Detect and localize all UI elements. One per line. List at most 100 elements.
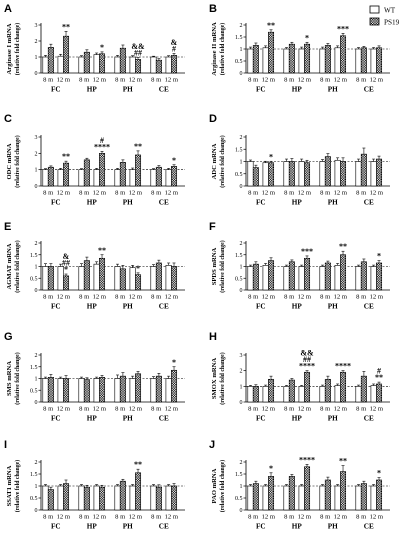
panel-label-g: G bbox=[4, 331, 13, 343]
x-group-label-h: FC bbox=[256, 415, 266, 423]
x-sublabel-b: 12 m bbox=[262, 77, 276, 84]
x-sublabel-f: 8 m bbox=[320, 294, 331, 301]
bar-ps19-e bbox=[47, 266, 54, 291]
y-tick-label-d: 1 bbox=[240, 160, 243, 166]
x-sublabel-h: 12 m bbox=[334, 406, 348, 413]
y-axis-sublabel-g: (relative fold change) bbox=[14, 352, 21, 404]
bar-ps19-h bbox=[288, 379, 295, 403]
x-sublabel-i: 12 m bbox=[57, 514, 71, 521]
bar-ps19-h bbox=[268, 378, 275, 403]
significance-label-e: * bbox=[64, 265, 68, 274]
panel-label-a: A bbox=[4, 3, 12, 15]
y-axis-label-j: PAO mRNA bbox=[211, 468, 218, 503]
bar-ps19-h bbox=[376, 383, 383, 403]
panel-label-h: H bbox=[209, 331, 217, 343]
x-sublabel-g: 12 m bbox=[57, 406, 71, 413]
x-sublabel-a: 8 m bbox=[79, 77, 90, 84]
x-sublabel-h: 12 m bbox=[370, 406, 384, 413]
bar-wt-j bbox=[355, 485, 362, 511]
panel-i: I SSAT1 mRNA (relative fold change) 0 0.5 1 1.… bbox=[4, 439, 185, 531]
panel-a: A Arginase I mRNA (relative fold change) 0 1… bbox=[4, 3, 185, 94]
x-sublabel-g: 8 m bbox=[115, 406, 126, 413]
x-sublabel-i: 8 m bbox=[43, 514, 54, 521]
x-group-label-a: PH bbox=[123, 86, 133, 94]
bar-ps19-f bbox=[268, 260, 275, 291]
y-tick-label-i: 0.5 bbox=[30, 496, 38, 502]
y-tick-label-d: 0 bbox=[240, 184, 243, 190]
x-group-label-j: HP bbox=[292, 523, 303, 531]
y-axis-sublabel-d: (relative fold change) bbox=[219, 135, 226, 187]
y-axis-sublabel-i: (relative fold change) bbox=[14, 460, 21, 512]
x-sublabel-h: 12 m bbox=[298, 406, 312, 413]
y-tick-label-b: 1.5 bbox=[235, 35, 243, 41]
y-tick-label-c: 2 bbox=[35, 151, 38, 157]
y-tick-label-g: 0 bbox=[35, 400, 38, 406]
bar-wt-h bbox=[319, 386, 326, 403]
panel-label-e: E bbox=[4, 221, 11, 233]
bar-wt-i bbox=[114, 485, 121, 511]
y-axis-label-h: SMOX mRNA bbox=[211, 358, 218, 399]
significance-label-f: *** bbox=[301, 247, 313, 256]
x-sublabel-a: 12 m bbox=[129, 77, 143, 84]
x-sublabel-b: 8 m bbox=[320, 77, 331, 84]
x-sublabel-j: 12 m bbox=[370, 514, 384, 521]
bar-ps19-c bbox=[99, 153, 106, 187]
panel-label-i: I bbox=[4, 439, 7, 451]
panel-label-j: J bbox=[209, 439, 215, 451]
bar-wt-j bbox=[370, 485, 377, 511]
x-group-label-f: FC bbox=[256, 303, 266, 311]
y-tick-label-c: 0 bbox=[35, 184, 38, 190]
bar-wt-h bbox=[298, 386, 305, 403]
significance-label-e: ## bbox=[62, 259, 70, 268]
significance-label-j: * bbox=[269, 464, 273, 473]
x-sublabel-h: 8 m bbox=[320, 406, 331, 413]
y-tick-label-g: 1.5 bbox=[30, 365, 38, 371]
bar-ps19-a bbox=[63, 35, 70, 74]
bar-ps19-j bbox=[340, 471, 347, 511]
significance-label-h: && bbox=[300, 349, 314, 358]
x-sublabel-e: 8 m bbox=[43, 294, 54, 301]
y-tick-label-b: 2 bbox=[240, 23, 243, 29]
bar-wt-h bbox=[283, 386, 290, 403]
bar-ps19-b bbox=[376, 47, 383, 74]
x-sublabel-h: 8 m bbox=[356, 406, 367, 413]
bar-ps19-f bbox=[324, 262, 331, 291]
bar-wt-i bbox=[78, 485, 85, 511]
bar-wt-a bbox=[78, 56, 85, 74]
legend-swatch-ps19 bbox=[369, 17, 380, 26]
bar-wt-d bbox=[283, 161, 290, 187]
x-sublabel-f: 12 m bbox=[262, 294, 276, 301]
bar-ps19-d bbox=[340, 161, 347, 187]
y-tick-label-j: 1 bbox=[240, 484, 243, 490]
x-group-label-e: PH bbox=[123, 303, 133, 311]
bar-ps19-e bbox=[171, 266, 178, 291]
x-group-label-i: HP bbox=[87, 523, 98, 531]
x-sublabel-c: 8 m bbox=[43, 190, 54, 197]
bar-ps19-d bbox=[376, 158, 383, 187]
y-tick-label-a: 1 bbox=[35, 55, 38, 61]
bar-wt-f bbox=[355, 266, 362, 291]
significance-label-h: # bbox=[377, 367, 381, 376]
significance-label-c: **** bbox=[94, 142, 110, 151]
bar-ps19-g bbox=[135, 373, 142, 403]
bar-wt-f bbox=[370, 266, 377, 291]
x-group-label-i: FC bbox=[51, 523, 61, 531]
y-tick-label-c: 1 bbox=[35, 168, 38, 174]
bar-wt-e bbox=[57, 266, 64, 291]
bar-wt-e bbox=[42, 266, 49, 291]
y-tick-label-b: 0 bbox=[240, 71, 243, 77]
bar-wt-i bbox=[150, 485, 157, 511]
bar-wt-e bbox=[150, 266, 157, 291]
bar-wt-b bbox=[319, 48, 326, 74]
bar-wt-e bbox=[78, 266, 85, 291]
bar-wt-g bbox=[93, 378, 100, 403]
bar-wt-g bbox=[129, 378, 136, 403]
bar-wt-c bbox=[150, 169, 157, 187]
bar-ps19-b bbox=[252, 45, 259, 74]
significance-label-h: **** bbox=[335, 362, 351, 371]
bar-ps19-a bbox=[83, 51, 90, 74]
y-axis-sublabel-e: (relative fold change) bbox=[14, 240, 21, 292]
bar-ps19-g bbox=[47, 377, 54, 403]
x-sublabel-b: 8 m bbox=[356, 77, 367, 84]
x-group-label-d: FC bbox=[256, 199, 266, 207]
